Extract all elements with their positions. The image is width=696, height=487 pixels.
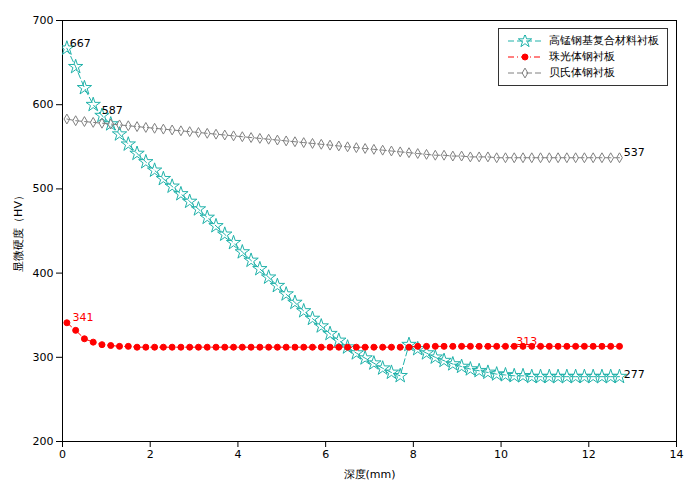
svg-text:600: 600 — [33, 98, 54, 111]
svg-text:341: 341 — [72, 311, 93, 324]
svg-text:587: 587 — [102, 104, 123, 117]
svg-text:313: 313 — [516, 335, 537, 348]
svg-text:700: 700 — [33, 14, 54, 27]
svg-text:4: 4 — [234, 448, 241, 461]
svg-text:300: 300 — [33, 351, 54, 364]
svg-text:200: 200 — [33, 435, 54, 448]
svg-text:400: 400 — [33, 267, 54, 280]
svg-text:537: 537 — [624, 146, 645, 159]
svg-text:667: 667 — [70, 37, 91, 50]
svg-text:277: 277 — [624, 368, 645, 381]
html-text:珠光体钢衬板: 珠光体钢衬板 — [549, 50, 615, 63]
svg-text:500: 500 — [33, 182, 54, 195]
svg-text:10: 10 — [494, 448, 508, 461]
svg-text:显微硬度（HV）: 显微硬度（HV） — [12, 190, 25, 272]
svg-text:14: 14 — [670, 448, 684, 461]
svg-text:6: 6 — [322, 448, 329, 461]
html-text:高锰钢基复合材料衬板: 高锰钢基复合材料衬板 — [549, 34, 659, 47]
svg-text:8: 8 — [410, 448, 417, 461]
html-text:贝氏体钢衬板: 贝氏体钢衬板 — [549, 66, 615, 79]
svg-text:深度(mm): 深度(mm) — [343, 468, 395, 481]
svg-text:12: 12 — [582, 448, 596, 461]
svg-text:0: 0 — [59, 448, 66, 461]
svg-text:2: 2 — [147, 448, 154, 461]
